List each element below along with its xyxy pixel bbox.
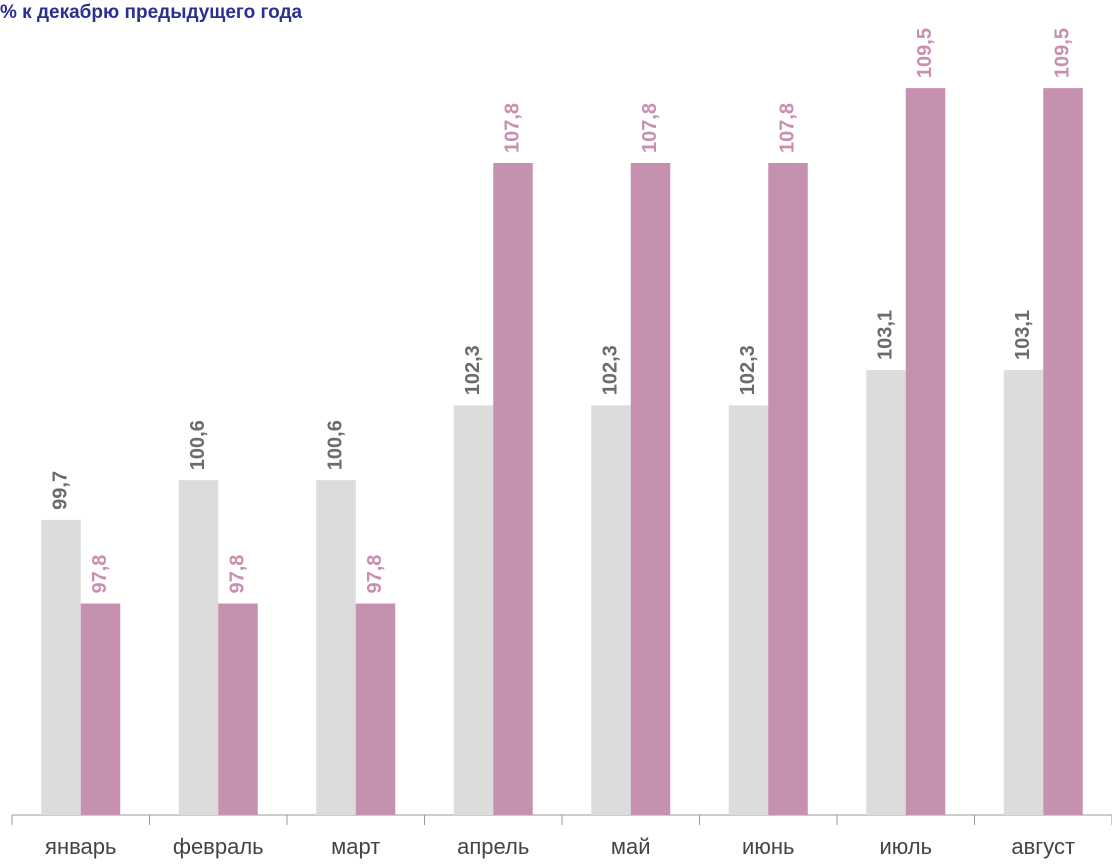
bar: [355, 603, 396, 815]
x-tick-label: май: [611, 834, 651, 859]
value-label: 102,3: [737, 345, 759, 395]
bar: [1003, 370, 1044, 815]
value-label: 107,8: [776, 103, 798, 153]
x-tick-label: март: [331, 834, 380, 859]
x-tick-label: июнь: [742, 834, 794, 859]
value-label: 97,8: [89, 555, 111, 594]
value-label: 109,5: [914, 28, 936, 78]
value-label: 99,7: [49, 471, 71, 510]
bar: [768, 163, 808, 815]
bar: [218, 603, 258, 815]
bar: [316, 480, 356, 815]
bar: [178, 480, 219, 815]
bar: [591, 405, 631, 815]
bar: [866, 370, 906, 815]
value-label: 103,1: [874, 310, 896, 360]
value-label: 103,1: [1012, 310, 1034, 360]
bar: [728, 405, 769, 815]
bar: [1043, 88, 1083, 816]
x-tick-label: февраль: [173, 834, 264, 859]
x-tick-label: июль: [879, 834, 932, 859]
x-tick-label: январь: [45, 834, 116, 859]
value-label: 107,8: [639, 103, 661, 153]
value-label: 100,6: [187, 420, 209, 470]
bar: [905, 88, 946, 816]
x-tick-label: август: [1011, 834, 1075, 859]
bar: [630, 163, 671, 815]
value-label: 97,8: [226, 555, 248, 594]
value-label: 97,8: [364, 555, 386, 594]
x-tick-label: апрель: [457, 834, 529, 859]
value-label: 109,5: [1051, 28, 1073, 78]
bar: [493, 163, 533, 815]
bar: [80, 603, 121, 815]
bar: [41, 519, 81, 815]
value-label: 100,6: [324, 420, 346, 470]
value-label: 107,8: [501, 103, 523, 153]
value-label: 102,3: [599, 345, 621, 395]
chart-title: % к декабрю предыдущего года: [0, 2, 303, 23]
value-label: 102,3: [462, 345, 484, 395]
bar: [453, 405, 494, 815]
